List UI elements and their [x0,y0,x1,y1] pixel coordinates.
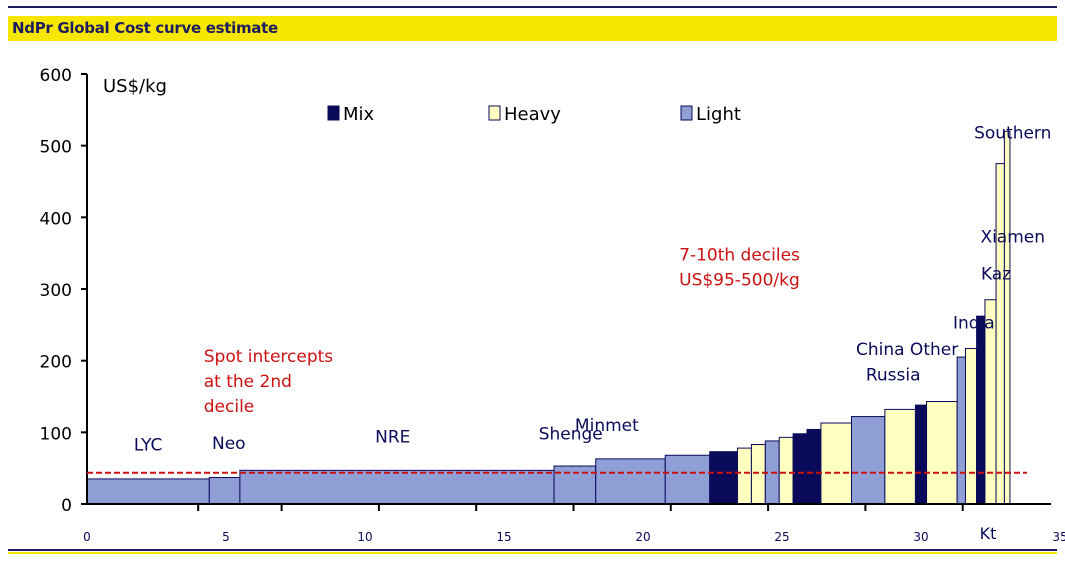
bar-5 [595,458,666,505]
legend-label-mix: Mix [343,104,375,125]
bar-9 [750,444,766,505]
y-tick-label-500: 500 [40,138,72,158]
x-tick-label-10: 10 [357,530,372,544]
bar-3 [239,469,555,505]
x-tick-label-30: 30 [913,530,928,544]
y-axis-unit-label: US$/kg [103,76,167,97]
x-tick-label-15: 15 [496,530,511,544]
label-minmet: Minmet [575,416,639,436]
y-tick-label-300: 300 [40,281,72,301]
legend-swatch-heavy [488,105,501,121]
y-tick-label-0: 0 [61,496,72,516]
bar-21 [976,315,986,505]
label-southern: Southern [974,124,1051,144]
bar-11 [778,436,794,505]
legend-label-light: Light [696,104,741,125]
bar-1 [86,478,210,505]
label-lyc: LYC [134,435,163,455]
legend: Mix Heavy Light [327,104,741,125]
y-tick-label-100: 100 [40,424,72,444]
x-tick-label-5: 5 [222,530,230,544]
bar-20 [964,347,978,505]
label-china-other: China Other [856,340,958,360]
chart-title: NdPr Global Cost curve estimate [12,19,278,37]
bar-19 [956,356,966,505]
bar-24 [1003,130,1011,505]
bar-4 [553,465,597,505]
bar-16 [884,408,916,505]
bar-23 [995,163,1005,505]
top-rule [8,6,1057,8]
legend-swatch-light [680,105,693,121]
label-neo: Neo [212,434,246,454]
annotation-2-line-1: 7-10th deciles [679,245,800,265]
title-bar: NdPr Global Cost curve estimate [8,16,1057,41]
x-tick-label-20: 20 [635,530,650,544]
annotation-1-line-3: decile [204,397,255,417]
bars-layer [86,130,1011,505]
annotation-2-line-2: US$95-500/kg [679,270,800,290]
annotation-1-line-2: at the 2nd [204,372,292,392]
bar-12 [792,433,808,505]
bottom-rule [8,549,1057,551]
axes-layer: 0 100 200 300 400 500 600 0 5 10 15 20 25 30 35 US$/kg K… [40,66,1065,544]
legend-swatch-mix [327,105,340,121]
bottom-rule-accent [8,552,1057,554]
bar-7 [709,451,739,505]
label-shenge: Shenge [539,425,603,445]
y-tick-label-200: 200 [40,353,72,373]
bar-6 [664,454,711,505]
legend-label-heavy: Heavy [504,104,561,125]
y-tick-label-600: 600 [40,66,72,86]
label-xiamen: Xiamen [980,227,1045,247]
label-kaz: Kaz [981,265,1011,285]
bar-2 [208,476,241,505]
x-tick-label-35: 35 [1052,530,1065,544]
bar-15 [851,416,886,505]
bar-13 [806,428,822,505]
bar-8 [737,447,752,505]
annotation-1-line-1: Spot intercepts [204,347,334,367]
label-india: India [953,313,995,333]
x-tick-label-0: 0 [83,530,91,544]
y-tick-label-400: 400 [40,209,72,229]
x-tick-label-25: 25 [774,530,789,544]
label-russia: Russia [866,366,921,386]
bar-18 [926,401,958,505]
label-nre: NRE [375,427,410,447]
bar-17 [914,404,928,505]
x-axis-unit-label: Kt [980,524,997,543]
bar-14 [820,422,852,505]
